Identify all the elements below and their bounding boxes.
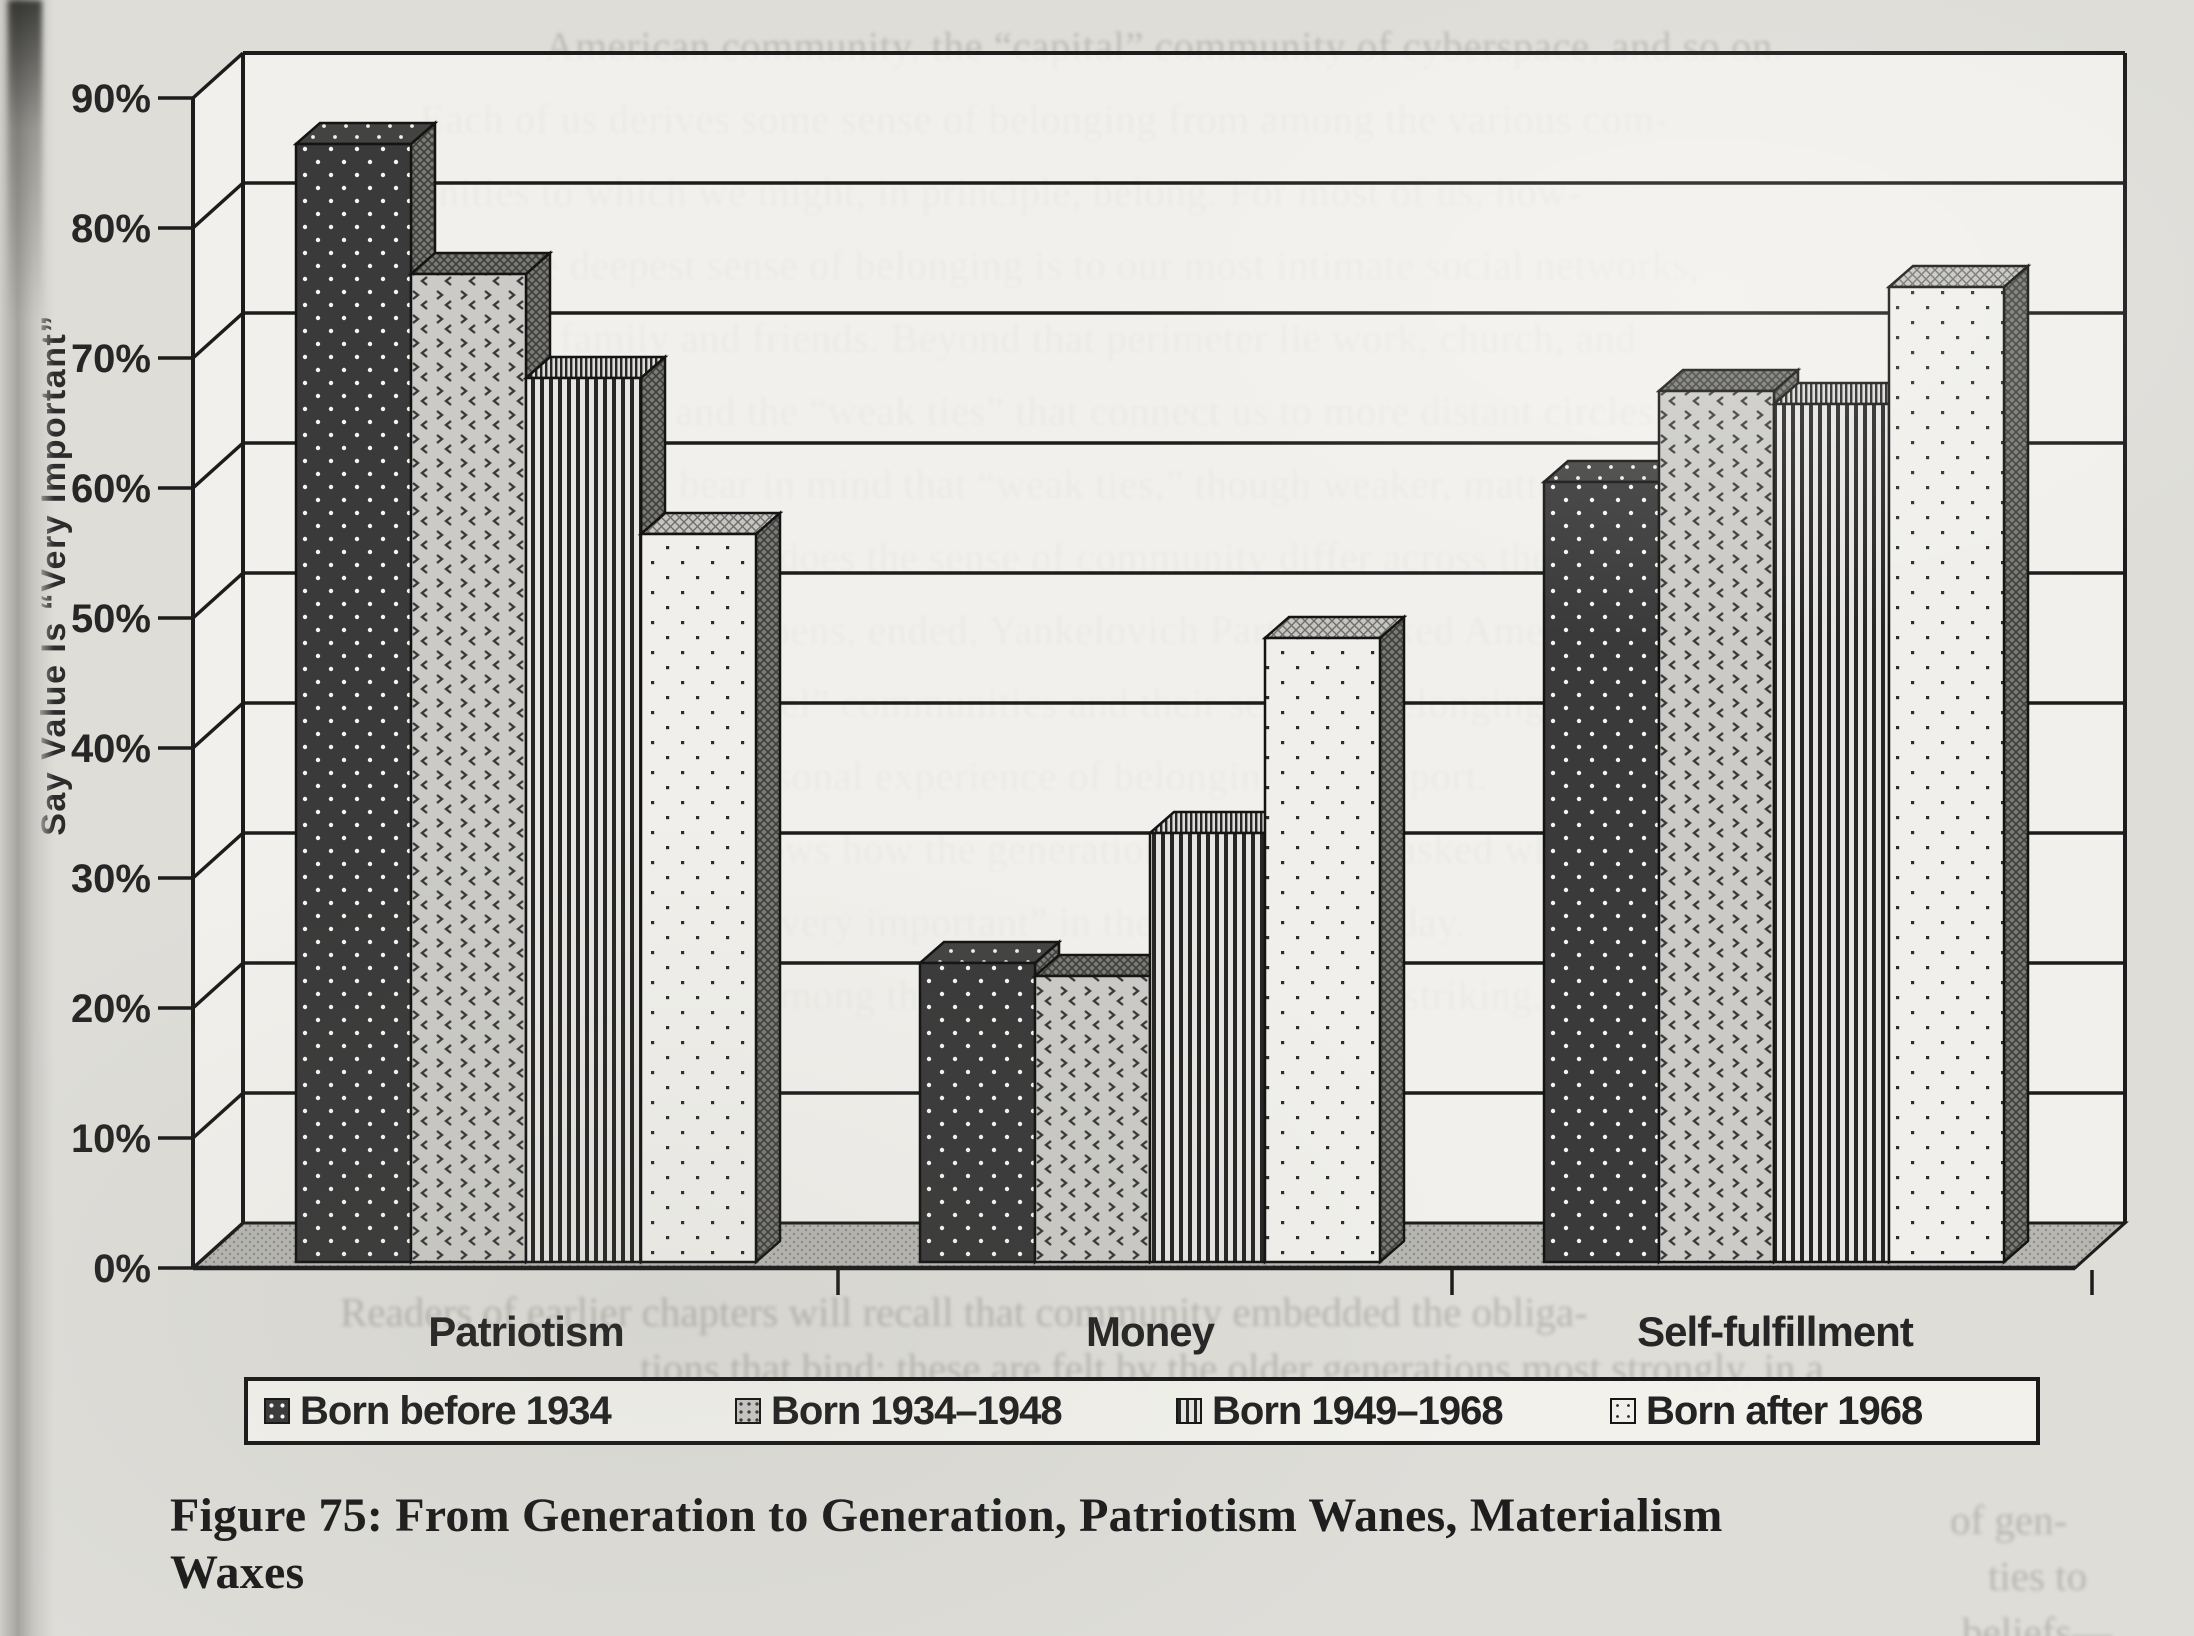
y-tick-label: 30% [71,857,151,901]
y-tick-depth-connector [191,311,245,360]
legend-label: Born before 1934 [300,1388,612,1433]
legend-swatch-vertical-stripes-icon [1176,1398,1202,1424]
y-tick-label: 20% [71,987,151,1031]
bar-front-face [409,272,528,1264]
bar-top-face [1885,264,2032,289]
y-tick-depth-connector [191,51,245,100]
legend-label: Born 1934–1948 [771,1388,1063,1433]
bar-self-fulfillment-born-after-1968 [1885,263,2032,1265]
legend-item-born-after-1968: Born after 1968 [1610,1381,1923,1441]
left-wall [193,53,243,1268]
bar-front-face [1887,285,2006,1264]
y-tick-label: 70% [71,337,151,381]
y-tick-depth-connector [191,441,245,490]
bar-front-face [1657,389,1776,1264]
bar-top-face [407,251,554,276]
bar-top-face [1261,615,1408,640]
y-axis-title: Say Value Is “Very Important” [35,314,73,836]
bar-side-face [754,510,782,1265]
bar-front-face [524,376,643,1264]
bar-front-face [1033,974,1152,1264]
y-tick-depth-connector [191,1091,245,1140]
bar-front-face [294,142,413,1264]
legend: Born before 1934 Born 1934–1948 Born 194… [244,1377,2040,1445]
bar-front-face [1542,480,1661,1264]
legend-swatch-chevron-hatch-icon [735,1398,761,1424]
bar-front-face [1263,636,1382,1264]
bar-side-face [2002,263,2030,1265]
bar-side-face [1378,614,1406,1265]
bar-front-face [1148,831,1267,1264]
category-label: Self-fulfillment [1637,1308,1914,1355]
bar-top-face [1655,368,1802,393]
legend-swatch-dark-dotted-icon [264,1398,290,1424]
y-tick-label: 50% [71,597,151,641]
bar-front-face [918,961,1037,1264]
figure-caption: Figure 75: From Generation to Generation… [170,1488,1970,1601]
category-label: Money [1086,1308,1216,1355]
category-label: Patriotism [428,1308,623,1355]
bar-top-face [292,121,439,146]
bar-money-born-after-1968 [1261,614,1408,1265]
y-tick-depth-connector [191,1221,245,1270]
y-tick-label: 90% [71,77,151,121]
y-tick-label: 40% [71,727,151,771]
y-tick-label: 0% [93,1247,151,1291]
y-tick-depth-connector [191,831,245,880]
legend-item-born-1949-1968: Born 1949–1968 [1176,1381,1504,1441]
figure-caption-line1: Figure 75: From Generation to Generation… [170,1489,1723,1542]
y-tick-depth-connector [191,701,245,750]
legend-item-born-before-1934: Born before 1934 [264,1381,612,1441]
bar-front-face [639,532,758,1264]
y-tick-depth-connector [191,571,245,620]
figure-caption-line2: Waxes [170,1545,305,1599]
bar-top-face [522,355,669,380]
bar-top-face [916,940,1063,965]
legend-swatch-light-dotted-icon [1610,1398,1636,1424]
y-tick-depth-connector [191,961,245,1010]
y-tick-label: 80% [71,207,151,251]
bar-top-face [637,511,784,536]
legend-label: Born after 1968 [1646,1388,1923,1433]
legend-label: Born 1949–1968 [1212,1388,1504,1433]
legend-item-born-1934-1948: Born 1934–1948 [735,1381,1063,1441]
bar-front-face [1772,402,1891,1264]
y-tick-depth-connector [191,181,245,230]
y-tick-label: 10% [71,1117,151,1161]
bar-patriotism-born-after-1968 [637,510,784,1265]
y-tick-label: 60% [71,467,151,511]
